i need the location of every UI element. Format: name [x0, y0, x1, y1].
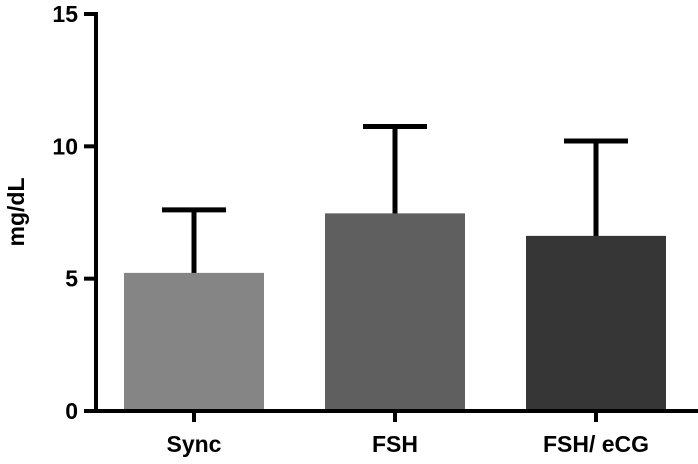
error-bars: [124, 123, 666, 274]
x-tick-label: FSH/ eCG: [543, 431, 649, 457]
bar-fsh-ecg: [526, 236, 666, 411]
y-tick-label: 10: [52, 133, 78, 159]
axes: [84, 12, 698, 422]
labels: Sync FSH FSH/ eCG 0 5 10 15: [52, 1, 649, 457]
bar-sync: [124, 273, 264, 411]
y-tick-label: 15: [52, 1, 78, 27]
x-tick-label: FSH: [372, 431, 418, 457]
y-axis-title: mg/dL: [3, 178, 29, 247]
y-tick-label: 0: [65, 398, 78, 424]
bar-fsh: [325, 213, 465, 411]
bars: [124, 213, 666, 411]
x-tick-label: Sync: [167, 431, 222, 457]
y-tick-label: 5: [65, 266, 78, 292]
